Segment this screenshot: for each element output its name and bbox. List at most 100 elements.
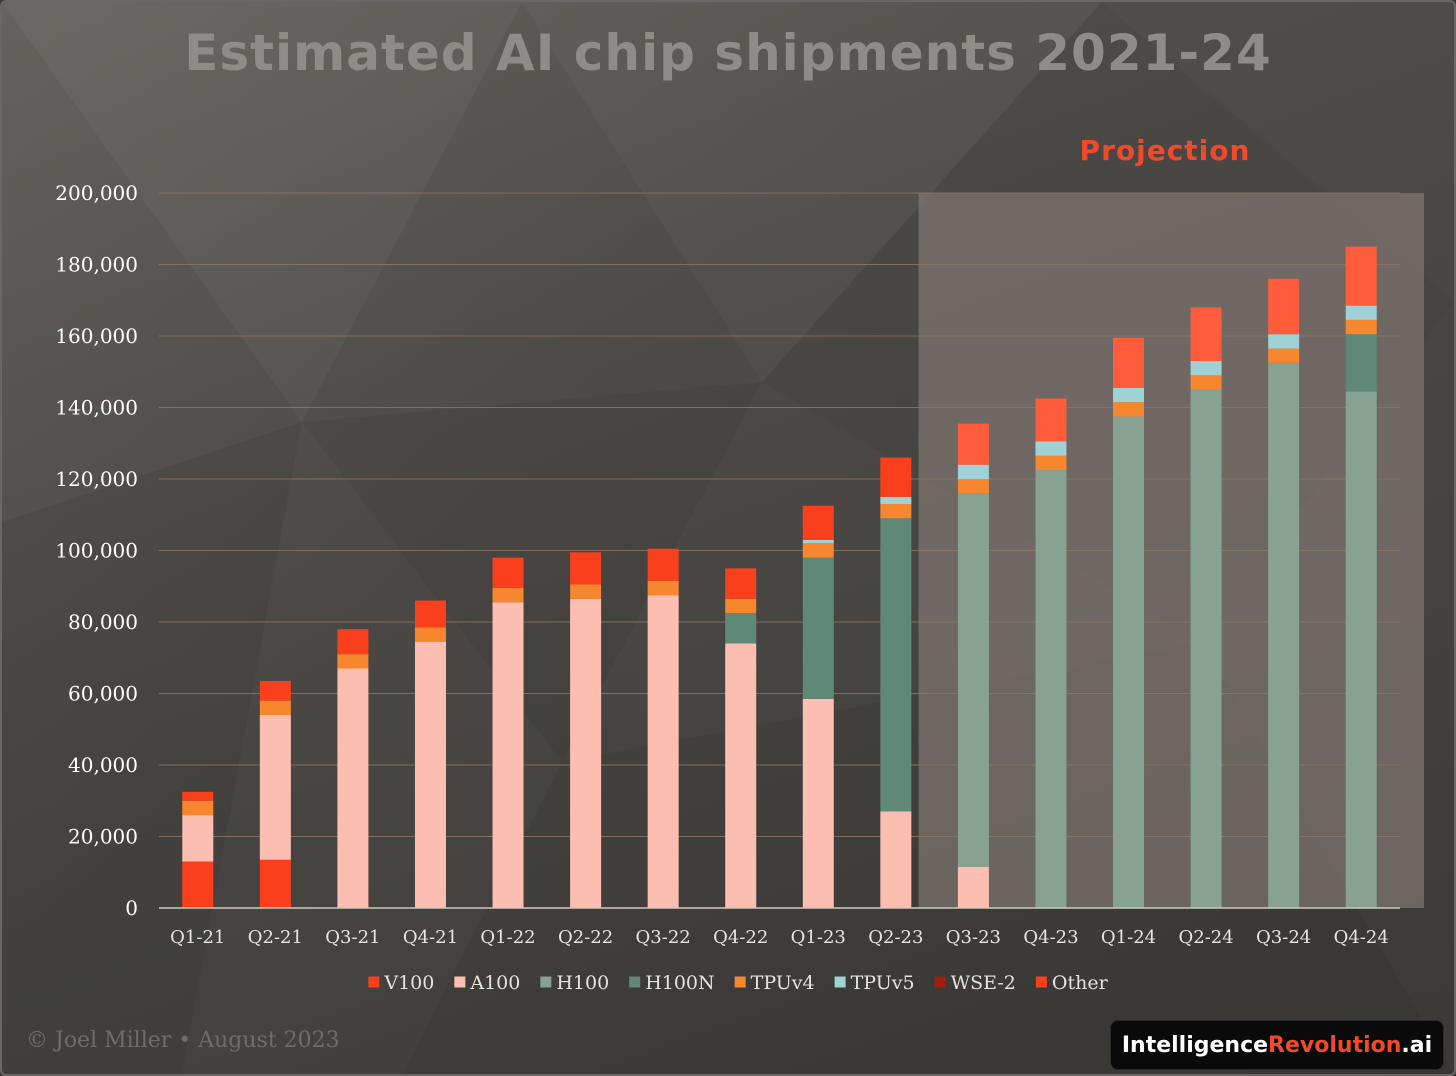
bar-segment-v100 xyxy=(182,861,214,908)
axes: 0 20,000 40,000 60,000 80,000 100,000 120,000 1… xyxy=(55,181,1400,948)
x-tick-label: Q1-23 xyxy=(791,927,846,948)
legend: V100 A100 H100 H100N TPUv4 TPUv5 WSE-2 Other xyxy=(368,972,1109,994)
bar-segment-other xyxy=(1345,246,1377,306)
x-tick-label: Q1-22 xyxy=(480,927,535,948)
bar-segment-other xyxy=(880,457,912,497)
bar-segment-other xyxy=(1190,307,1222,362)
legend-swatch-v100 xyxy=(368,976,380,988)
bar-segment-other xyxy=(647,548,679,581)
bar-segment-tpuv4 xyxy=(1113,402,1145,417)
bar-segment-other xyxy=(570,552,602,585)
brand-logo[interactable]: Intelligence Revolution .ai xyxy=(1110,1020,1444,1070)
bar-segment-tpuv4 xyxy=(880,504,912,519)
legend-label-wse-2: WSE-2 xyxy=(951,972,1016,994)
chart-title: Estimated AI chip shipments 2021-24 xyxy=(184,24,1272,82)
x-tick-label: Q4-21 xyxy=(403,927,458,948)
legend-swatch-other xyxy=(1035,976,1047,988)
bar-segment-v100 xyxy=(259,859,291,908)
bar-segment-a100 xyxy=(337,668,369,908)
bar-segment-tpuv4 xyxy=(1035,455,1067,471)
bar-segment-tpuv5 xyxy=(802,539,834,544)
brand-part-2: Revolution xyxy=(1268,1032,1402,1058)
x-tick-label: Q2-24 xyxy=(1178,927,1233,948)
y-tick-label: 180,000 xyxy=(55,253,138,277)
bar-segment-tpuv4 xyxy=(337,654,369,669)
bar-segment-a100 xyxy=(492,602,524,908)
y-tick-label: 20,000 xyxy=(68,825,138,849)
projection-label: Projection xyxy=(1080,134,1251,167)
bar-segment-h100n xyxy=(725,613,757,644)
brand-part-3: .ai xyxy=(1401,1032,1433,1058)
bar-segment-h100n xyxy=(880,518,912,812)
credit-text: © Joel Miller • August 2023 xyxy=(26,1028,340,1053)
bar-segment-h100 xyxy=(1345,391,1377,909)
bar-segment-tpuv4 xyxy=(182,800,214,816)
bar-segment-h100 xyxy=(1035,470,1067,908)
bar-segment-a100 xyxy=(802,698,834,908)
y-tick-label: 160,000 xyxy=(55,324,138,348)
bar-segment-tpuv4 xyxy=(259,700,291,715)
bar-segment-other xyxy=(259,680,291,701)
bar-segment-other xyxy=(414,600,446,628)
legend-label-tpuv5: TPUv5 xyxy=(851,972,915,994)
y-tick-label: 140,000 xyxy=(55,396,138,420)
legend-swatch-tpuv4 xyxy=(734,976,746,988)
bar-segment-tpuv4 xyxy=(647,580,679,596)
bar-segment-other xyxy=(957,423,989,465)
y-tick-label: 0 xyxy=(125,896,138,920)
bar-segment-a100 xyxy=(957,866,989,908)
x-tick-label: Q2-23 xyxy=(868,927,923,948)
bar-segment-other xyxy=(1113,337,1145,388)
bar-segment-h100 xyxy=(1190,389,1222,908)
legend-label-tpuv4: TPUv4 xyxy=(751,972,815,994)
bar-segment-tpuv4 xyxy=(414,627,446,642)
x-tick-label: Q4-24 xyxy=(1334,927,1389,948)
legend-label-h100: H100 xyxy=(556,972,609,994)
bar-segment-tpuv4 xyxy=(802,543,834,558)
legend-swatch-a100 xyxy=(454,976,466,988)
bar-segment-h100 xyxy=(957,493,989,867)
bar-segment-tpuv4 xyxy=(1268,348,1300,363)
x-tick-label: Q3-24 xyxy=(1256,927,1311,948)
bar-segment-a100 xyxy=(414,641,446,908)
bar-segment-tpuv4 xyxy=(492,588,524,603)
bar-segment-h100n xyxy=(1345,334,1377,392)
bar-segment-other xyxy=(725,568,757,599)
y-tick-label: 120,000 xyxy=(55,467,138,491)
brand-part-1: Intelligence xyxy=(1121,1032,1269,1058)
bar-segment-tpuv4 xyxy=(1345,319,1377,335)
y-tick-label: 40,000 xyxy=(68,753,138,777)
bar-segment-tpuv5 xyxy=(1035,441,1067,456)
legend-label-h100n: H100N xyxy=(645,972,714,994)
legend-swatch-wse-2 xyxy=(934,976,946,988)
legend-label-other: Other xyxy=(1052,972,1109,994)
legend-swatch-h100n xyxy=(629,976,641,988)
x-tick-label: Q2-21 xyxy=(248,927,303,948)
x-tick-label: Q1-24 xyxy=(1101,927,1156,948)
bar-segment-a100 xyxy=(259,714,291,860)
bar-segment-tpuv4 xyxy=(570,584,602,599)
legend-label-v100: V100 xyxy=(383,972,434,994)
bar-segment-tpuv5 xyxy=(1113,387,1145,403)
bar-segment-tpuv4 xyxy=(957,479,989,494)
x-tick-label: Q3-22 xyxy=(636,927,691,948)
x-tick-label: Q4-23 xyxy=(1023,927,1078,948)
bar-segment-h100 xyxy=(1268,362,1300,908)
bar-segment-a100 xyxy=(647,595,679,908)
bar-segment-other xyxy=(1268,278,1300,335)
bar-segment-tpuv4 xyxy=(1190,375,1222,390)
x-tick-label: Q1-21 xyxy=(170,927,225,948)
legend-label-a100: A100 xyxy=(469,972,520,994)
bar-segment-other xyxy=(1035,398,1067,442)
bar-segment-other xyxy=(182,791,214,801)
y-tick-label: 60,000 xyxy=(68,682,138,706)
legend-swatch-h100 xyxy=(540,976,552,988)
bar-segment-a100 xyxy=(880,811,912,908)
x-tick-label: Q3-21 xyxy=(325,927,380,948)
bar-segment-tpuv5 xyxy=(1190,361,1222,376)
bar-segment-a100 xyxy=(182,815,214,862)
y-tick-label: 80,000 xyxy=(68,610,138,634)
x-tick-label: Q3-23 xyxy=(946,927,1001,948)
y-tick-label: 200,000 xyxy=(55,181,138,205)
